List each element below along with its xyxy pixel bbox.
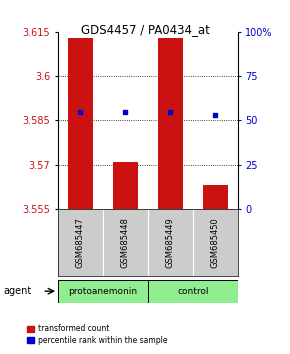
Text: GSM685450: GSM685450 bbox=[211, 217, 220, 268]
Bar bbox=[113, 162, 138, 209]
Bar bbox=[203, 185, 228, 209]
Text: protoanemonin: protoanemonin bbox=[68, 287, 137, 296]
Text: GSM685449: GSM685449 bbox=[166, 217, 175, 268]
Text: agent: agent bbox=[3, 286, 31, 296]
Text: GDS4457 / PA0434_at: GDS4457 / PA0434_at bbox=[81, 23, 209, 36]
Text: control: control bbox=[177, 287, 209, 296]
Text: GSM685447: GSM685447 bbox=[76, 217, 85, 268]
Bar bbox=[68, 38, 93, 209]
Text: GSM685448: GSM685448 bbox=[121, 217, 130, 268]
Bar bbox=[58, 280, 148, 303]
Bar bbox=[148, 280, 238, 303]
Bar bbox=[158, 38, 183, 209]
Legend: transformed count, percentile rank within the sample: transformed count, percentile rank withi… bbox=[27, 324, 167, 345]
